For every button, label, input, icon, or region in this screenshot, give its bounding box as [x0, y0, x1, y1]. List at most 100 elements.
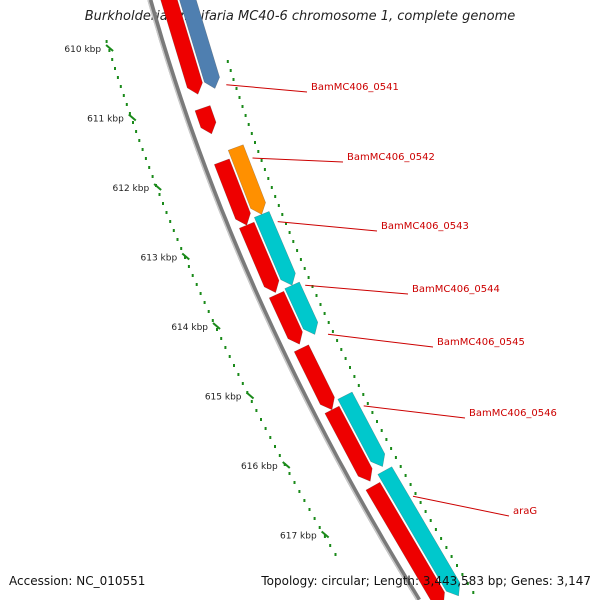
tick-dot [241, 382, 244, 385]
tick-dot [172, 229, 175, 232]
outer-tick-dot [263, 168, 266, 171]
tick-label: 611 kbp [87, 115, 124, 125]
tick-dot [228, 355, 231, 358]
tick-mark [153, 183, 162, 191]
tick-dot [255, 409, 258, 412]
outer-tick-dot [366, 402, 369, 405]
outer-tick-dot [299, 258, 302, 261]
tick-dot [274, 445, 276, 448]
outer-tick-dot [399, 465, 402, 468]
outer-tick-dot [331, 330, 334, 333]
tick-dot [308, 508, 311, 511]
tick-dot [207, 310, 210, 313]
tick-dot [128, 112, 131, 115]
tick-dot [203, 301, 206, 304]
outer-tick-dot [267, 177, 270, 180]
tick-label: 612 kbp [113, 184, 150, 194]
outer-tick-dot [461, 573, 464, 576]
tick-mark [212, 322, 221, 330]
chromosome-backbone [147, 0, 421, 600]
tick-dot [298, 490, 301, 493]
tick-dot [224, 346, 227, 349]
outer-tick-dot [319, 303, 322, 306]
tick-dot [303, 499, 306, 502]
outer-tick-dot [323, 312, 326, 315]
tick-dot [260, 418, 262, 421]
gene-label-leader [226, 84, 308, 93]
gene-label: araG [513, 506, 537, 517]
outer-tick-dot [288, 231, 291, 234]
gene-label: BamMC406_0543 [381, 221, 469, 232]
outer-tick-dot [336, 339, 339, 342]
tick-dot [148, 166, 151, 169]
outer-tick-dot [414, 492, 417, 495]
outer-tick-dot [429, 519, 432, 522]
outer-tick-dot [292, 240, 295, 243]
tick-dot [135, 130, 138, 133]
tick-label: 613 kbp [141, 254, 178, 264]
outer-tick-dot [450, 555, 453, 558]
outer-tick-dot [327, 321, 330, 324]
outer-tick-dot [226, 60, 229, 63]
outer-tick-dot [362, 393, 365, 396]
gene-0542a-cds [194, 105, 217, 135]
tick-dot [119, 85, 122, 88]
tick-label: 614 kbp [171, 323, 208, 333]
tick-mark [321, 530, 330, 539]
accession-label: Accession: NC_010551 [9, 574, 146, 588]
outer-tick-dot [456, 564, 458, 567]
tick-dot [105, 40, 108, 43]
outer-tick-dot [285, 222, 287, 225]
outer-tick-dot [409, 483, 412, 486]
gene-0541-feature [179, 0, 220, 89]
outer-tick-dot [254, 141, 256, 144]
tick-dot [329, 544, 332, 547]
tick-dot [313, 517, 316, 520]
gene-label-leader [252, 157, 344, 163]
tick-dot [269, 436, 272, 439]
gene-arag-cds [365, 481, 445, 600]
outer-tick-dot [424, 510, 427, 513]
outer-tick-dot [315, 294, 318, 297]
outer-tick-dot [353, 375, 356, 378]
gene-label: BamMC406_0542 [347, 152, 435, 163]
tick-dot [151, 175, 154, 178]
outer-tick-dot [244, 114, 247, 117]
tick-dot [216, 328, 218, 331]
tick-dot [195, 283, 198, 286]
tick-mark [105, 44, 114, 52]
tick-dot [278, 454, 281, 457]
tick-dot [125, 103, 128, 106]
tick-dot [184, 256, 186, 259]
tick-dot [169, 220, 172, 223]
outer-tick-dot [296, 249, 299, 252]
tick-dot [199, 292, 202, 295]
outer-tick-dot [274, 195, 277, 198]
outer-tick-dot [440, 537, 443, 540]
tick-dot [116, 76, 119, 79]
tick-dot [141, 148, 144, 151]
outer-tick-dot [380, 429, 383, 432]
outer-tick-dot [340, 348, 343, 351]
outer-tick-dot [260, 159, 263, 162]
gene-0546-cds [324, 405, 373, 482]
outer-tick-dot [349, 366, 351, 369]
tick-dot [180, 247, 183, 250]
tick-dot [158, 193, 161, 196]
outer-tick-dot [238, 96, 241, 99]
outer-tick-dot [307, 276, 310, 279]
tick-dot [138, 139, 141, 142]
outer-tick-dot [472, 591, 475, 594]
outer-tick-dot [390, 447, 393, 450]
outer-tick-dot [357, 384, 360, 387]
tick-mark [128, 113, 137, 122]
gene-label: BamMC406_0546 [469, 408, 557, 419]
outer-tick-dot [434, 528, 437, 531]
gene-label: BamMC406_0544 [412, 284, 500, 295]
outer-tick-dot [311, 285, 314, 288]
tick-dot [288, 472, 291, 475]
tick-dot [191, 274, 194, 277]
tick-dot [176, 238, 179, 241]
